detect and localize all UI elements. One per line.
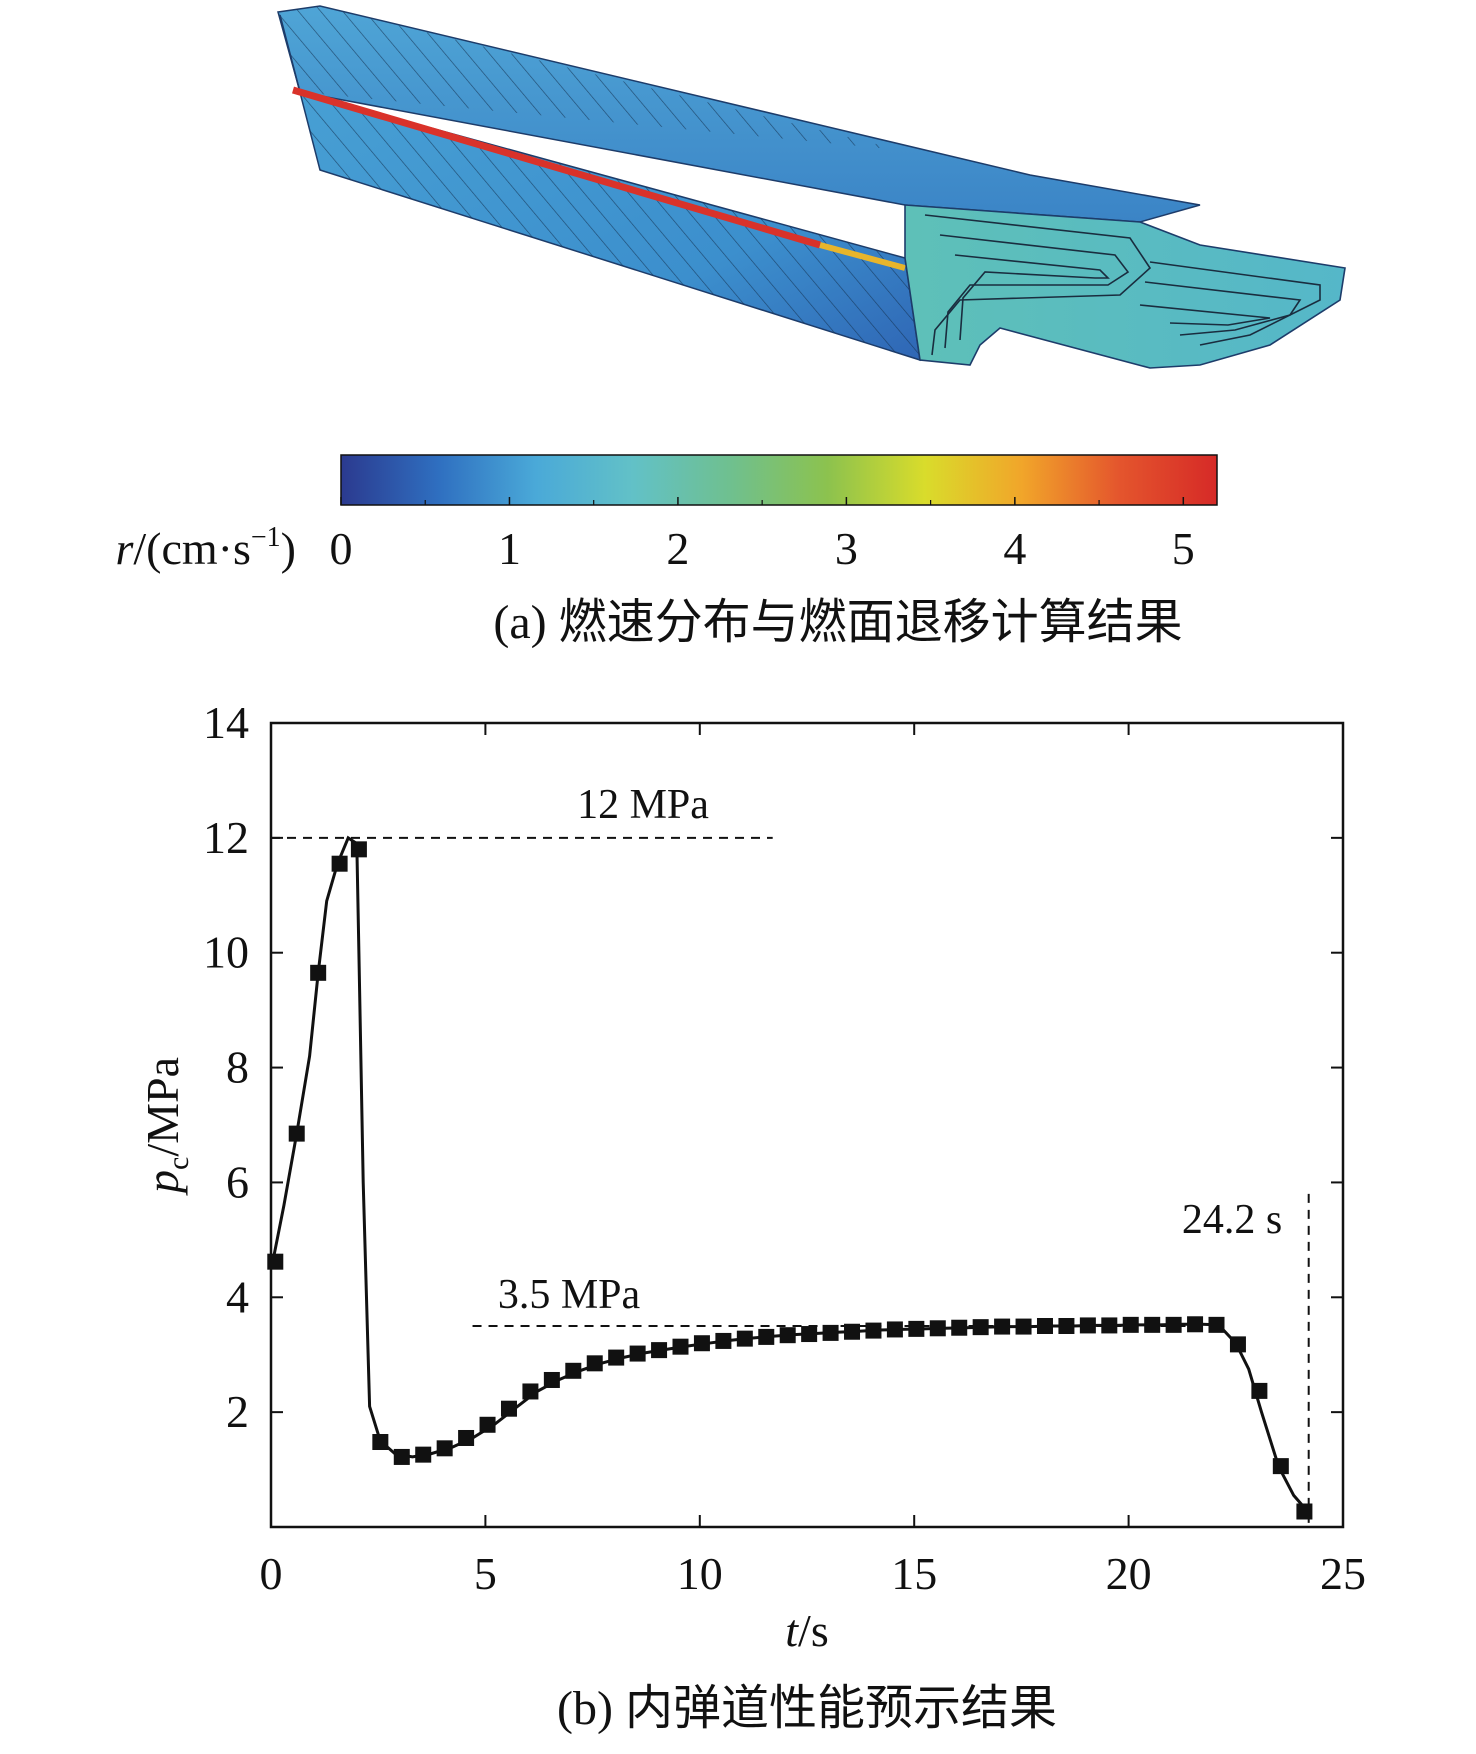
pressure-marker bbox=[929, 1320, 946, 1337]
x-tick-label: 20 bbox=[1106, 1548, 1152, 1599]
colorbar: 0 1 2 3 4 5 r/(cm·s−1) (a) 燃速分布与燃面退移计算结果 bbox=[115, 454, 1218, 649]
pressure-marker bbox=[500, 1400, 517, 1417]
x-axis-label: t/s bbox=[785, 1605, 828, 1656]
pressure-marker bbox=[479, 1416, 496, 1433]
pressure-marker bbox=[758, 1328, 775, 1345]
pressure-marker bbox=[393, 1448, 410, 1465]
pressure-marker bbox=[608, 1349, 625, 1366]
pressure-marker bbox=[1079, 1317, 1096, 1334]
pressure-marker bbox=[886, 1321, 903, 1338]
pressure-marker bbox=[1272, 1458, 1289, 1475]
y-tick-label: 6 bbox=[226, 1156, 249, 1207]
colorbar-tick-label: 5 bbox=[1172, 523, 1195, 574]
annotation-peak: 12 MPa bbox=[577, 782, 709, 828]
grain-top-hatch bbox=[278, 6, 900, 150]
x-tick-label: 0 bbox=[260, 1548, 283, 1599]
y-tick-label: 2 bbox=[226, 1386, 249, 1437]
pressure-marker bbox=[458, 1429, 475, 1446]
pressure-marker bbox=[1208, 1316, 1225, 1333]
colorbar-ticks: 0 1 2 3 4 5 bbox=[330, 497, 1195, 574]
burn-rate-band-red bbox=[292, 86, 821, 249]
caption-b: (b) 内弹道性能预示结果 bbox=[557, 1682, 1057, 1735]
pressure-marker bbox=[565, 1362, 582, 1379]
pressure-marker bbox=[672, 1338, 689, 1355]
colorbar-bar bbox=[340, 454, 1218, 506]
x-tick-label: 10 bbox=[677, 1548, 723, 1599]
pressure-marker bbox=[972, 1319, 989, 1336]
pressure-marker bbox=[1165, 1316, 1182, 1333]
pressure-chart: 0 5 10 15 20 25 2 4 6 8 10 12 14 12 MPa 3.5 MPa 24.… bbox=[137, 697, 1366, 1735]
pressure-marker bbox=[651, 1342, 668, 1359]
x-tick-label: 25 bbox=[1320, 1548, 1366, 1599]
pressure-marker bbox=[415, 1446, 432, 1463]
pressure-marker bbox=[1251, 1382, 1268, 1399]
pressure-marker bbox=[267, 1253, 284, 1270]
pressure-marker bbox=[736, 1330, 753, 1347]
plot-frame bbox=[269, 721, 1345, 1529]
colorbar-tick-label: 2 bbox=[666, 523, 689, 574]
pressure-marker bbox=[715, 1332, 732, 1349]
pressure-marker bbox=[822, 1324, 839, 1341]
pressure-marker bbox=[331, 855, 348, 872]
annotation-burnout: 24.2 s bbox=[1182, 1197, 1282, 1243]
caption-a: (a) 燃速分布与燃面退移计算结果 bbox=[493, 596, 1182, 649]
pressure-marker bbox=[1101, 1317, 1118, 1334]
pressure-marker bbox=[1058, 1318, 1075, 1334]
pressure-marker bbox=[1015, 1318, 1032, 1335]
y-tick-label: 12 bbox=[203, 812, 249, 863]
annotation-plateau: 3.5 MPa bbox=[498, 1272, 641, 1318]
pressure-marker bbox=[1144, 1316, 1161, 1333]
grain-end-face bbox=[904, 204, 1346, 369]
y-tick-label: 14 bbox=[203, 697, 249, 748]
colorbar-tick-label: 3 bbox=[835, 523, 858, 574]
pressure-marker bbox=[543, 1371, 560, 1388]
pressure-marker bbox=[372, 1434, 389, 1451]
colorbar-tick-label: 4 bbox=[1003, 523, 1026, 574]
pressure-marker bbox=[693, 1335, 710, 1352]
colorbar-label: r/(cm·s−1) bbox=[115, 522, 296, 574]
pressure-marker bbox=[844, 1323, 861, 1340]
y-tick-label: 4 bbox=[226, 1271, 249, 1322]
pressure-marker bbox=[1122, 1316, 1139, 1333]
pressure-marker bbox=[801, 1326, 818, 1343]
x-axis-ticks: 0 5 10 15 20 25 bbox=[260, 723, 1366, 1599]
retraction-contours bbox=[924, 214, 1321, 356]
grain-side-hatch bbox=[300, 92, 920, 360]
burn-rate-band-yellow bbox=[819, 242, 906, 271]
pressure-marker bbox=[436, 1440, 453, 1457]
pressure-marker bbox=[865, 1322, 882, 1339]
y-tick-label: 8 bbox=[226, 1042, 249, 1093]
pressure-marker bbox=[350, 841, 367, 858]
pressure-marker bbox=[310, 964, 327, 981]
y-axis-label: pc/MPa bbox=[137, 1057, 195, 1196]
pressure-marker bbox=[1187, 1316, 1204, 1333]
pressure-marker bbox=[1036, 1318, 1053, 1334]
pressure-markers bbox=[267, 841, 1313, 1520]
pressure-marker bbox=[951, 1319, 968, 1336]
pressure-marker bbox=[994, 1318, 1011, 1335]
x-tick-label: 15 bbox=[891, 1548, 937, 1599]
colorbar-tick-label: 1 bbox=[498, 523, 521, 574]
reference-lines bbox=[271, 836, 1310, 1527]
x-tick-label: 5 bbox=[474, 1548, 497, 1599]
y-axis-ticks: 2 4 6 8 10 12 14 bbox=[203, 697, 1343, 1437]
pressure-curve bbox=[271, 835, 1310, 1514]
pressure-marker bbox=[908, 1320, 925, 1337]
grain-rendering bbox=[277, 5, 1346, 369]
pressure-marker bbox=[1229, 1336, 1246, 1353]
pressure-marker bbox=[779, 1327, 796, 1344]
pressure-marker bbox=[288, 1125, 305, 1142]
pressure-marker bbox=[586, 1355, 603, 1372]
pressure-marker bbox=[629, 1345, 646, 1362]
y-tick-label: 10 bbox=[203, 927, 249, 978]
pressure-marker bbox=[522, 1383, 539, 1400]
pressure-marker bbox=[1296, 1503, 1313, 1520]
colorbar-tick-label: 0 bbox=[330, 523, 353, 574]
